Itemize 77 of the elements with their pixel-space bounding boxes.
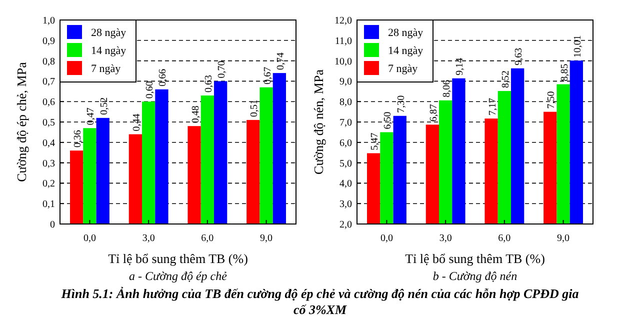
data-label: 0,66 [158,68,169,86]
y-tick-label: 9,0 [340,76,352,88]
data-label: 6,87 [428,104,440,122]
y-tick-label: 0,2 [42,178,55,190]
bar [200,95,214,224]
bar [142,102,156,224]
text: b - Cường độ nén [432,269,518,283]
y-axis-title: Cường độ ép chẻ, MPa [14,62,29,182]
data-label: 5,47 [370,132,381,150]
legend-label: 14 ngày [388,44,424,57]
x-axis-title: Tỉ lệ bổ sung thêm TB (%) [108,251,248,266]
y-tick-label: 8,0 [340,97,352,108]
y-tick-label: 2,0 [340,220,352,230]
y-axis-title: Cường độ nén, MPa [311,69,326,174]
data-label: 0,70 [216,60,228,78]
data-label: 6,50 [382,112,394,130]
x-tick-label: 6,0 [498,233,511,244]
data-label: 0,36 [72,130,84,148]
data-label: 8,52 [500,70,512,88]
bar [70,150,84,224]
y-tick-label: 12,0 [334,16,352,26]
y-tick-label: 0,8 [42,56,55,68]
y-tick-label: 0,5 [42,118,55,128]
data-label: 0,52 [98,97,110,115]
text: Hình 5.1: Ảnh hưởng của TB đến cường độ ép chẻ và cường độ nén của các hỗn hợp CPĐD gia cố 3%XM [60,286,580,318]
data-label: 0,47 [86,108,97,126]
y-tick-label: 6,0 [340,138,352,149]
legend-label: 14 ngày [91,44,127,57]
y-tick-label: 7,0 [340,118,352,128]
bar [260,87,273,224]
legend-label: 7 ngày [91,62,122,75]
data-label: 7,50 [546,91,558,109]
y-tick-label: 5,0 [340,158,352,170]
bar [96,118,110,224]
data-label: 0,44 [131,114,142,132]
y-tick-label: 0,7 [42,76,55,88]
y-tick-label: 11,0 [334,36,352,47]
data-label: 9,63 [514,48,525,66]
y-tick-label: 3,0 [340,199,352,210]
x-tick-label: 9,0 [260,233,273,244]
data-label: 9,14 [454,58,466,76]
data-label: 7,30 [396,95,407,113]
data-label: 0,48 [190,106,202,124]
text: a - Cường độ ép chẻ [129,269,228,283]
data-label: 0,67 [262,66,274,84]
legend-label: 7 ngày [388,62,418,75]
data-label: 8,85 [559,64,570,82]
data-label: 0,60 [144,81,156,99]
y-tick-label: 0,6 [42,97,55,108]
y-tick-label: 10,0 [334,56,352,68]
bar [188,126,201,224]
x-tick-label: 0,0 [380,233,393,244]
x-tick-label: 9,0 [557,233,570,244]
legend-label: 28 ngày [91,26,127,39]
data-label: 8,06 [442,80,453,98]
y-tick-label: 0,4 [42,138,55,149]
x-tick-label: 0,0 [83,233,96,244]
bar [214,81,228,224]
data-label: 10,01 [572,35,584,58]
x-tick-label: 6,0 [201,233,214,244]
data-label: 0,74 [275,52,286,70]
y-tick-label: 0 [50,220,55,230]
y-tick-label: 1,0 [42,16,55,26]
y-tick-label: 0,1 [42,199,55,210]
x-axis-title: Tỉ lệ bổ sung thêm TB (%) [405,251,545,266]
y-tick-label: 0,3 [42,158,55,170]
y-tick-label: 0,9 [42,36,55,47]
bar [83,128,96,224]
y-tick-label: 4,0 [340,178,352,190]
bar [128,134,142,224]
legend-label: 28 ngày [388,26,424,39]
bar [155,89,168,224]
bar [272,73,286,224]
bar [246,120,260,224]
data-label: 7,17 [487,98,498,116]
x-tick-label: 3,0 [439,233,452,244]
x-tick-label: 3,0 [142,233,155,244]
